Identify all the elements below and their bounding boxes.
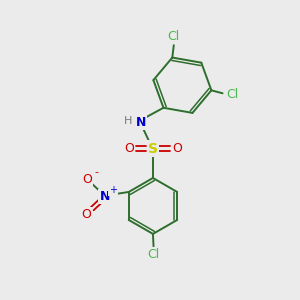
Text: O: O <box>81 208 91 220</box>
Text: +: + <box>109 185 117 195</box>
Text: N: N <box>136 116 146 128</box>
Text: O: O <box>82 173 92 186</box>
Text: H: H <box>124 116 133 126</box>
Text: N: N <box>99 190 110 203</box>
Text: O: O <box>172 142 182 155</box>
Text: Cl: Cl <box>168 30 180 44</box>
Text: O: O <box>124 142 134 155</box>
Text: -: - <box>94 167 98 177</box>
Text: Cl: Cl <box>147 248 160 261</box>
Text: Cl: Cl <box>226 88 238 101</box>
Text: S: S <box>148 142 158 155</box>
